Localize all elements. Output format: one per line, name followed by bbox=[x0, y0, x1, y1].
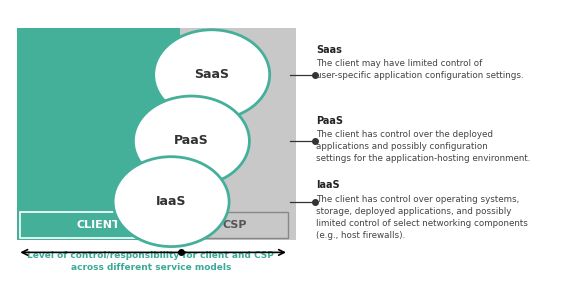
Ellipse shape bbox=[154, 30, 270, 120]
Bar bbox=[180, 28, 296, 240]
Text: SaaS: SaaS bbox=[194, 68, 229, 81]
Ellipse shape bbox=[133, 96, 249, 186]
Text: Saas: Saas bbox=[316, 45, 342, 55]
Text: PaaS: PaaS bbox=[316, 116, 343, 125]
Text: Level of control/responsibility for client and CSP
across different service mode: Level of control/responsibility for clie… bbox=[27, 251, 274, 272]
Text: CSP: CSP bbox=[222, 220, 247, 230]
Bar bbox=[17, 28, 278, 240]
Text: PaaS: PaaS bbox=[174, 135, 209, 147]
Text: The client has control over the deployed
applications and possibly configuration: The client has control over the deployed… bbox=[316, 130, 531, 163]
Text: IaaS: IaaS bbox=[316, 180, 340, 190]
Text: The client has control over operating systems,
storage, deployed applications, a: The client has control over operating sy… bbox=[316, 195, 528, 240]
Bar bbox=[182, 212, 288, 238]
Text: CLIENT: CLIENT bbox=[77, 220, 121, 230]
Ellipse shape bbox=[113, 157, 229, 246]
Text: The client may have limited control of
user-specific application configuration s: The client may have limited control of u… bbox=[316, 59, 524, 80]
Bar bbox=[20, 212, 177, 238]
Text: IaaS: IaaS bbox=[156, 195, 186, 208]
